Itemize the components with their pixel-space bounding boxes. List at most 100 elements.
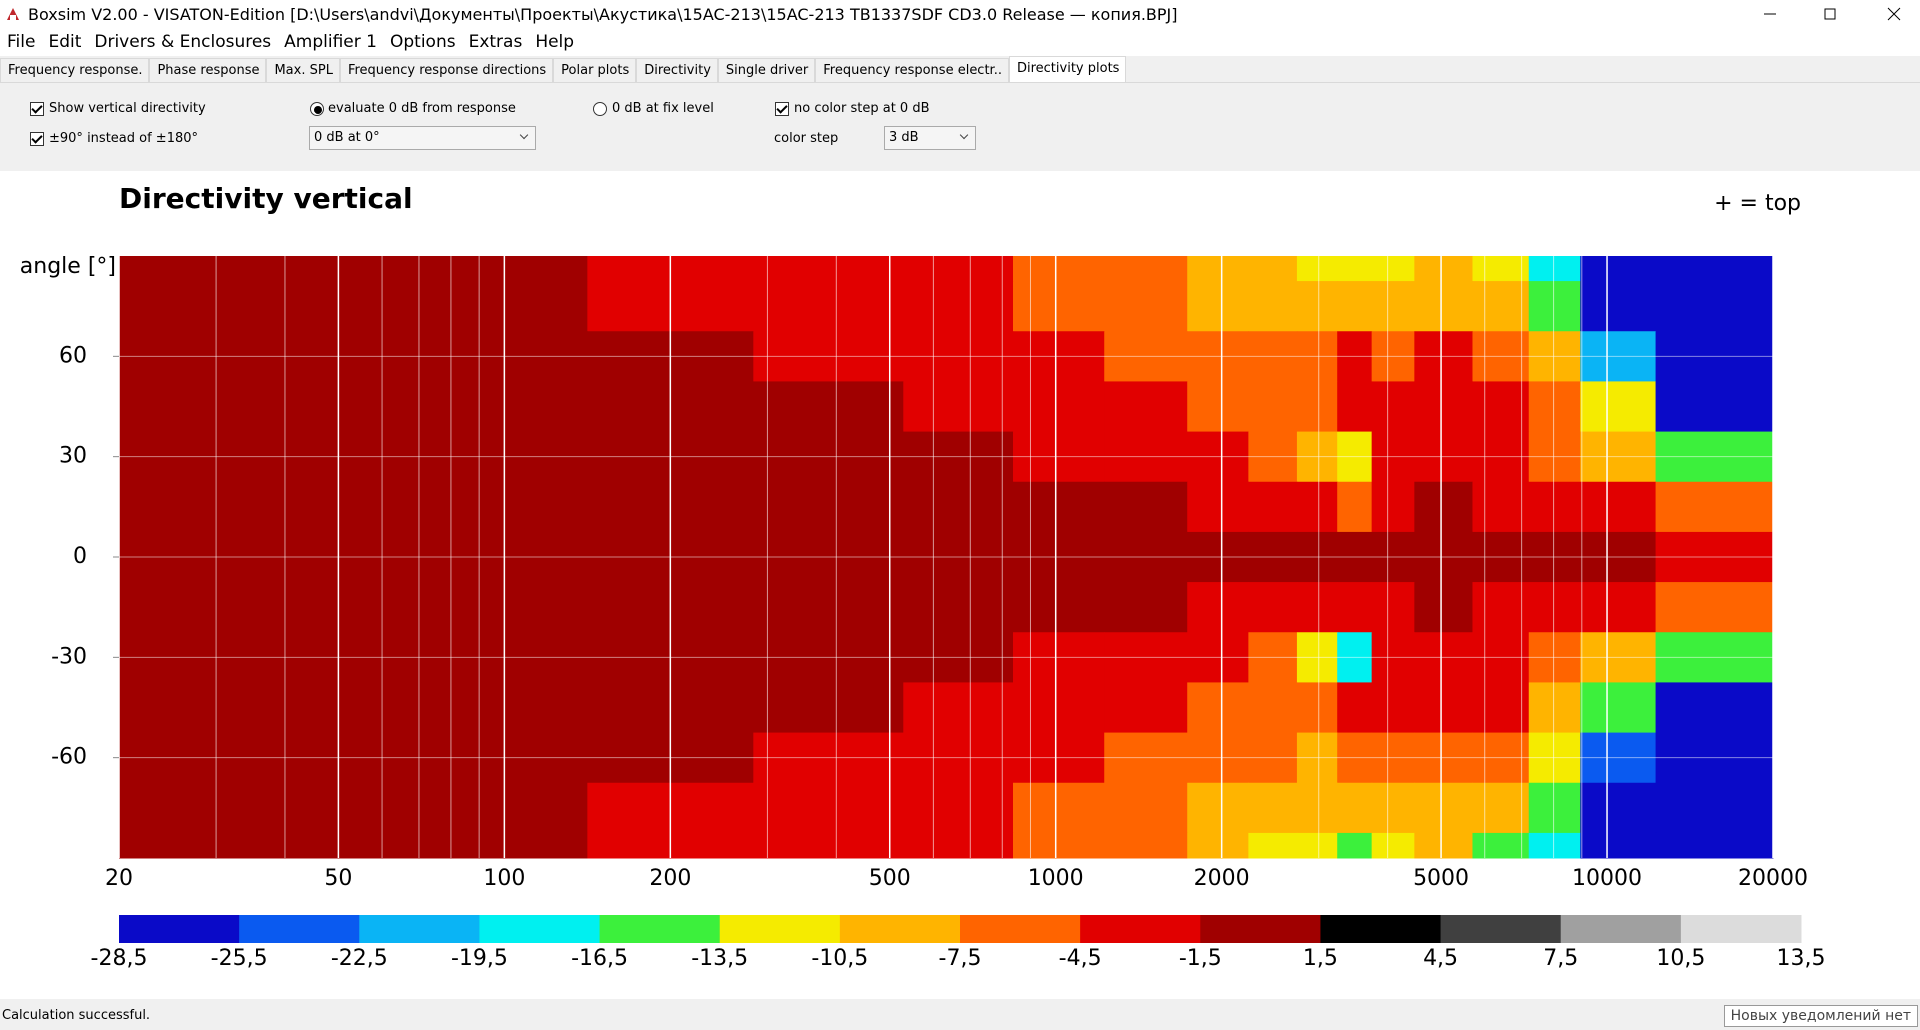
heatmap-cell [753,782,904,834]
heatmap-cell [1472,832,1530,859]
color-step-dropdown[interactable]: 3 dB [884,126,976,150]
colorbar-segment [479,915,601,943]
colorbar-label: 1,5 [1303,946,1338,971]
tab[interactable]: Phase response [149,58,267,83]
checkbox[interactable] [30,132,44,146]
tab[interactable]: Directivity [636,58,718,83]
y-tick-label: 30 [59,444,87,469]
notification-box[interactable]: Новых уведомлений нет [1723,1005,1918,1027]
x-tick-label: 200 [649,866,691,891]
radio-label[interactable]: evaluate 0 dB from response [328,101,516,116]
y-tick-label: -30 [51,644,87,669]
close-button[interactable] [1887,7,1901,21]
heatmap-cell [1187,682,1249,734]
app-icon [7,8,19,20]
heatmap-cell [1472,381,1530,433]
heatmap-cell [1580,381,1657,433]
heatmap-cell [1012,582,1105,633]
tab[interactable]: Frequency response directions [339,58,554,83]
tab[interactable]: Directivity plots [1008,56,1127,83]
colorbar-label: -28,5 [91,946,148,971]
heatmap-cell [753,682,904,734]
heatmap-cell [1472,582,1530,633]
reference-dropdown[interactable]: 0 dB at 0° [309,126,536,150]
tab[interactable]: Frequency response electr.. [815,58,1009,83]
menu-item[interactable]: Drivers & Enclosures [94,32,272,52]
heatmap-cell [1371,782,1415,834]
heatmap-cell [1248,682,1298,734]
heatmap-cell [903,281,1014,332]
tab[interactable]: Max. SPL [266,58,340,83]
heatmap-cell [1012,281,1105,332]
heatmap-cell [1187,281,1249,332]
checkbox-label[interactable]: no color step at 0 dB [794,101,930,116]
menu-item[interactable]: Help [535,32,575,52]
heatmap-cell [1296,582,1338,633]
heatmap-cell [1371,256,1415,282]
restore-button[interactable] [1824,8,1836,20]
radio-button[interactable] [593,102,607,116]
x-tick-label: 100 [483,866,525,891]
heatmap-cell [1337,281,1373,332]
colorbar-segment [839,915,961,943]
heatmap-cell [1296,682,1338,734]
y-axis-label: angle [°] [20,254,116,279]
y-tick-label: 60 [59,343,87,368]
heatmap-cell [903,381,1014,433]
heatmap-cell [1371,582,1415,633]
heatmap-cell [1655,256,1774,282]
colorbar-segment [1320,915,1442,943]
window-controls[interactable] [1740,0,1920,28]
x-tick-label: 50 [324,866,352,891]
heatmap-cell [1012,256,1105,282]
heatmap-cell [1248,782,1298,834]
tab[interactable]: Single driver [717,58,816,83]
heatmap-cell [1371,381,1415,433]
heatmap-cell [753,582,904,633]
heatmap-cell [1528,832,1581,859]
checkbox-label[interactable]: ±90° instead of ±180° [49,131,199,146]
checkbox-label[interactable]: Show vertical directivity [49,101,206,116]
heatmap-cell [1528,582,1581,633]
colorbar-label: 4,5 [1423,946,1458,971]
heatmap-cell [1414,832,1473,859]
menu-item[interactable]: Extras [468,32,523,52]
heatmap-cell [119,481,230,533]
heatmap-cell [1187,582,1249,633]
heatmap-cell [1655,381,1774,433]
heatmap-cell [1580,682,1657,734]
tab[interactable]: Frequency response. [0,58,150,83]
heatmap-cell [1248,582,1298,633]
heatmap-cell [903,256,1014,282]
checkbox[interactable] [30,102,44,116]
heatmap-cell [753,256,904,282]
radio-label[interactable]: 0 dB at fix level [612,101,714,116]
colorbar-segment [719,915,841,943]
heatmap-cell [1248,832,1298,859]
colorbar-label: -7,5 [939,946,982,971]
menu-item[interactable]: Options [389,32,456,52]
heatmap-cell [1337,582,1373,633]
status-message: Calculation successful. [2,1008,151,1023]
colorbar-segment [239,915,360,943]
x-tick-label: 5000 [1413,866,1469,891]
heatmap-cell [228,832,422,859]
menu-item[interactable]: Edit [48,32,82,52]
heatmap-cell [1414,256,1473,282]
colorbar-segment [1680,915,1802,943]
heatmap-cell [753,281,904,332]
menu-item[interactable]: File [7,32,36,52]
heatmap-cell [1187,782,1249,834]
heatmap-cell [1414,281,1473,332]
heatmap-cell [119,381,230,433]
heatmap-cell [903,832,1014,859]
menu-item[interactable]: Amplifier 1 [284,32,377,52]
heatmap-cell [753,481,904,533]
radio-button[interactable] [310,102,324,116]
x-tick-label: 500 [869,866,911,891]
tab[interactable]: Polar plots [553,58,637,83]
x-tick-label: 1000 [1028,866,1084,891]
checkbox[interactable] [775,102,789,116]
heatmap-cell [1012,682,1105,734]
